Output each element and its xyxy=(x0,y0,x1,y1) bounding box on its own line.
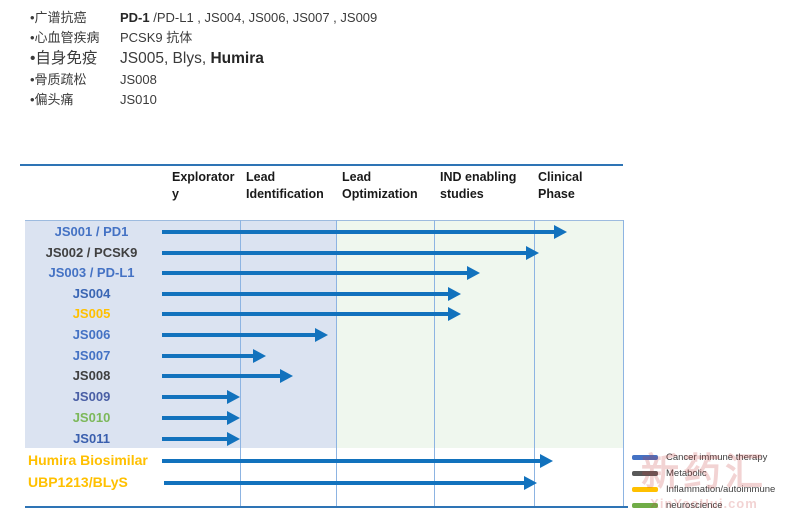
pipeline-row: JS004 xyxy=(0,283,800,304)
row-label: JS003 / PD-L1 xyxy=(48,265,135,280)
arrow-head-icon xyxy=(448,286,461,301)
phase-divider xyxy=(240,220,241,506)
row-label: JS006 xyxy=(72,327,111,342)
arrow-shaft xyxy=(162,332,316,337)
legend-label: Inflammation/autoimmune xyxy=(666,483,776,495)
bullet-value-pre: PCSK9 抗体 xyxy=(120,30,193,45)
pipeline-row: Humira Biosimilar xyxy=(0,450,800,471)
arrow-head-icon xyxy=(315,327,328,342)
phase-header-exploratory: Exploratory xyxy=(172,170,235,201)
bullet-category: •自身免疫 xyxy=(30,50,98,67)
pipeline-row: JS009 xyxy=(0,386,800,407)
bullet-category: •偏头痛 xyxy=(30,92,74,107)
row-label: UBP1213/BLyS xyxy=(28,474,128,490)
arrow-head-icon xyxy=(227,389,240,404)
phase-header-lead-identification: Lead Identification xyxy=(246,170,324,201)
legend-label: neuroscience xyxy=(666,499,723,511)
row-label: JS002 / PCSK9 xyxy=(45,245,138,260)
arrow-head-icon xyxy=(253,348,266,363)
row-label: JS008 xyxy=(72,368,111,383)
arrow-shaft xyxy=(162,415,228,420)
phase-divider xyxy=(336,220,337,506)
arrow-shaft xyxy=(162,311,449,316)
arrow-shaft xyxy=(162,270,468,275)
legend-item-metabolic: Metabolic xyxy=(632,465,775,481)
legend-swatch-metabolic-icon xyxy=(632,470,658,476)
pipeline-row: JS002 / PCSK9 xyxy=(0,242,800,263)
phase-header-ind-enabling: IND enabling studies xyxy=(440,170,517,201)
arrow-head-icon xyxy=(227,431,240,446)
arrow-head-icon xyxy=(554,224,567,239)
arrow-head-icon xyxy=(227,410,240,425)
chart-bottom-border xyxy=(25,506,628,508)
chart-top-border xyxy=(20,164,623,166)
pipeline-row: UBP1213/BLyS xyxy=(0,472,800,493)
arrow-head-icon xyxy=(526,245,539,260)
bullet-line-cardio: •心血管疾病 PCSK9 抗体 xyxy=(30,28,377,48)
legend-swatch-cancer-icon xyxy=(632,454,658,460)
row-label: JS001 / PD1 xyxy=(54,224,129,239)
pipeline-row: JS008 xyxy=(0,365,800,386)
legend-item-cancer: Cancer immune therapy xyxy=(632,449,775,465)
bullet-value-pre: JS010 xyxy=(120,92,157,107)
phase-header-lead-optimization: Lead Optimization xyxy=(342,170,418,201)
therapeutic-area-list: •广谱抗癌 PD-1 /PD-L1 , JS004, JS006, JS007 ,… xyxy=(30,8,377,110)
pipeline-row: JS005 xyxy=(0,303,800,324)
bullet-value-pre: JS005, Blys, xyxy=(120,50,211,67)
bullet-value-pre: JS008 xyxy=(120,72,157,87)
chart-legend: Cancer immune therapy Metabolic Inflamma… xyxy=(632,449,775,513)
bullet-value-bold: Humira xyxy=(210,50,264,67)
bullet-line-autoimmune: •自身免疫 JS005, Blys, Humira xyxy=(30,48,377,70)
arrow-head-icon xyxy=(467,265,480,280)
bullet-category: •广谱抗癌 xyxy=(30,10,87,25)
row-label: JS009 xyxy=(72,389,111,404)
phase-header-clinical-phase: Clinical Phase xyxy=(538,170,583,201)
legend-label: Cancer immune therapy xyxy=(666,451,768,463)
pipeline-row: JS003 / PD-L1 xyxy=(0,262,800,283)
arrow-shaft xyxy=(162,394,228,399)
arrow-shaft xyxy=(162,373,281,378)
arrow-shaft xyxy=(164,480,525,485)
row-label: JS007 xyxy=(72,348,111,363)
arrow-head-icon xyxy=(280,368,293,383)
bullet-value-bold: PD-1 xyxy=(120,10,150,25)
arrow-head-icon xyxy=(540,453,553,468)
arrow-shaft xyxy=(162,229,555,234)
bullet-line-oncology: •广谱抗癌 PD-1 /PD-L1 , JS004, JS006, JS007 ,… xyxy=(30,8,377,28)
row-label: JS011 xyxy=(73,431,110,446)
row-label: JS004 xyxy=(72,286,111,301)
legend-label: Metabolic xyxy=(666,467,707,479)
stage-background-late xyxy=(336,220,623,448)
bullet-category: •心血管疾病 xyxy=(30,30,100,45)
arrow-head-icon xyxy=(448,306,461,321)
row-label: Humira Biosimilar xyxy=(28,452,148,468)
phase-divider xyxy=(534,220,535,506)
arrow-shaft xyxy=(162,353,254,358)
legend-item-neuroscience: neuroscience xyxy=(632,497,775,513)
row-label: JS010 xyxy=(72,410,111,425)
bullet-category: •骨质疏松 xyxy=(30,72,87,87)
legend-item-inflammation: Inflammation/autoimmune xyxy=(632,481,775,497)
arrow-shaft xyxy=(162,436,228,441)
phase-divider xyxy=(434,220,435,506)
arrow-head-icon xyxy=(524,475,537,490)
pipeline-row: JS011 xyxy=(0,428,800,449)
phase-divider xyxy=(623,220,624,506)
arrow-shaft xyxy=(162,458,541,463)
pipeline-row: JS006 xyxy=(0,324,800,345)
arrow-shaft xyxy=(162,291,449,296)
bullet-value-post: /PD-L1 , JS004, JS006, JS007 , JS009 xyxy=(149,10,378,25)
arrow-shaft xyxy=(162,250,527,255)
bullet-line-migraine: •偏头痛 JS010 xyxy=(30,90,377,110)
bullet-line-osteoporosis: •骨质疏松 JS008 xyxy=(30,70,377,90)
row-label: JS005 xyxy=(72,306,111,321)
pipeline-row: JS007 xyxy=(0,345,800,366)
pipeline-row: JS001 / PD1 xyxy=(0,221,800,242)
legend-swatch-inflammation-icon xyxy=(632,486,658,492)
legend-swatch-neuroscience-icon xyxy=(632,502,658,508)
pipeline-row: JS010 xyxy=(0,407,800,428)
